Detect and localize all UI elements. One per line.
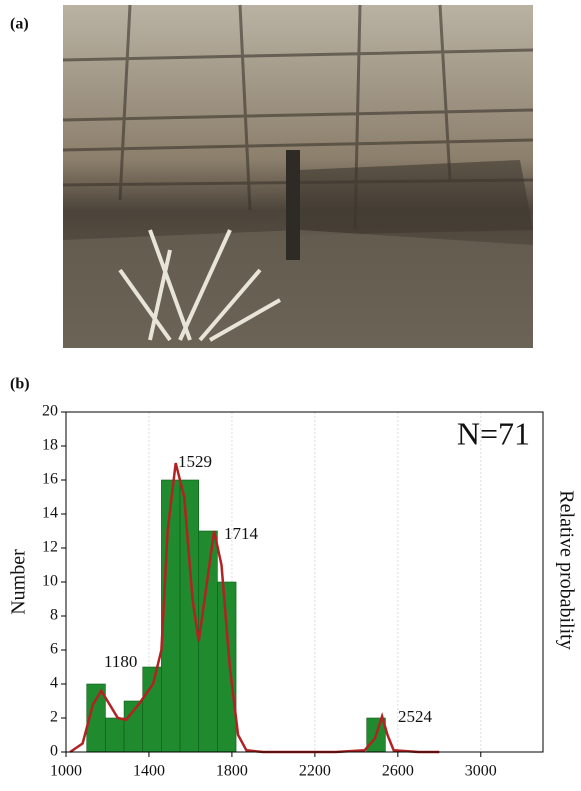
y-tick-label: 18 <box>42 437 58 454</box>
y-tick-label: 14 <box>42 505 58 522</box>
panel-label: (a) <box>10 16 29 33</box>
figure: (a) (b) Number Relative probability 1000… <box>0 0 581 786</box>
x-tick-label: 2200 <box>299 763 331 780</box>
y-tick-label: 20 <box>42 403 58 420</box>
y2-axis-label: Relative probability <box>555 490 577 649</box>
y-tick-label: 6 <box>50 641 58 658</box>
y-tick-label: 12 <box>42 539 58 556</box>
annotation: N=71 <box>457 415 530 451</box>
bar <box>199 531 218 752</box>
y-tick-label: 4 <box>50 675 58 692</box>
y-tick-label: 2 <box>50 709 58 726</box>
y-tick-label: 16 <box>42 471 58 488</box>
annotation: 1714 <box>224 524 259 543</box>
y-tick-label: 8 <box>50 607 58 624</box>
x-tick-label: 2600 <box>382 763 414 780</box>
bar <box>124 701 143 752</box>
photo <box>63 5 533 348</box>
y-axis-label: Number <box>8 549 30 615</box>
panel-label: (b) <box>10 376 30 393</box>
bar <box>217 582 236 752</box>
bar <box>105 718 124 752</box>
annotation: 1180 <box>104 652 137 671</box>
annotation: 1529 <box>178 452 212 471</box>
annotation: 2524 <box>398 707 433 726</box>
x-tick-label: 3000 <box>465 763 497 780</box>
x-tick-label: 1000 <box>50 763 82 780</box>
bar <box>143 667 162 752</box>
y-tick-label: 0 <box>50 743 58 760</box>
x-tick-label: 1800 <box>216 763 248 780</box>
x-tick-label: 1400 <box>133 763 165 780</box>
y-tick-label: 10 <box>42 573 58 590</box>
